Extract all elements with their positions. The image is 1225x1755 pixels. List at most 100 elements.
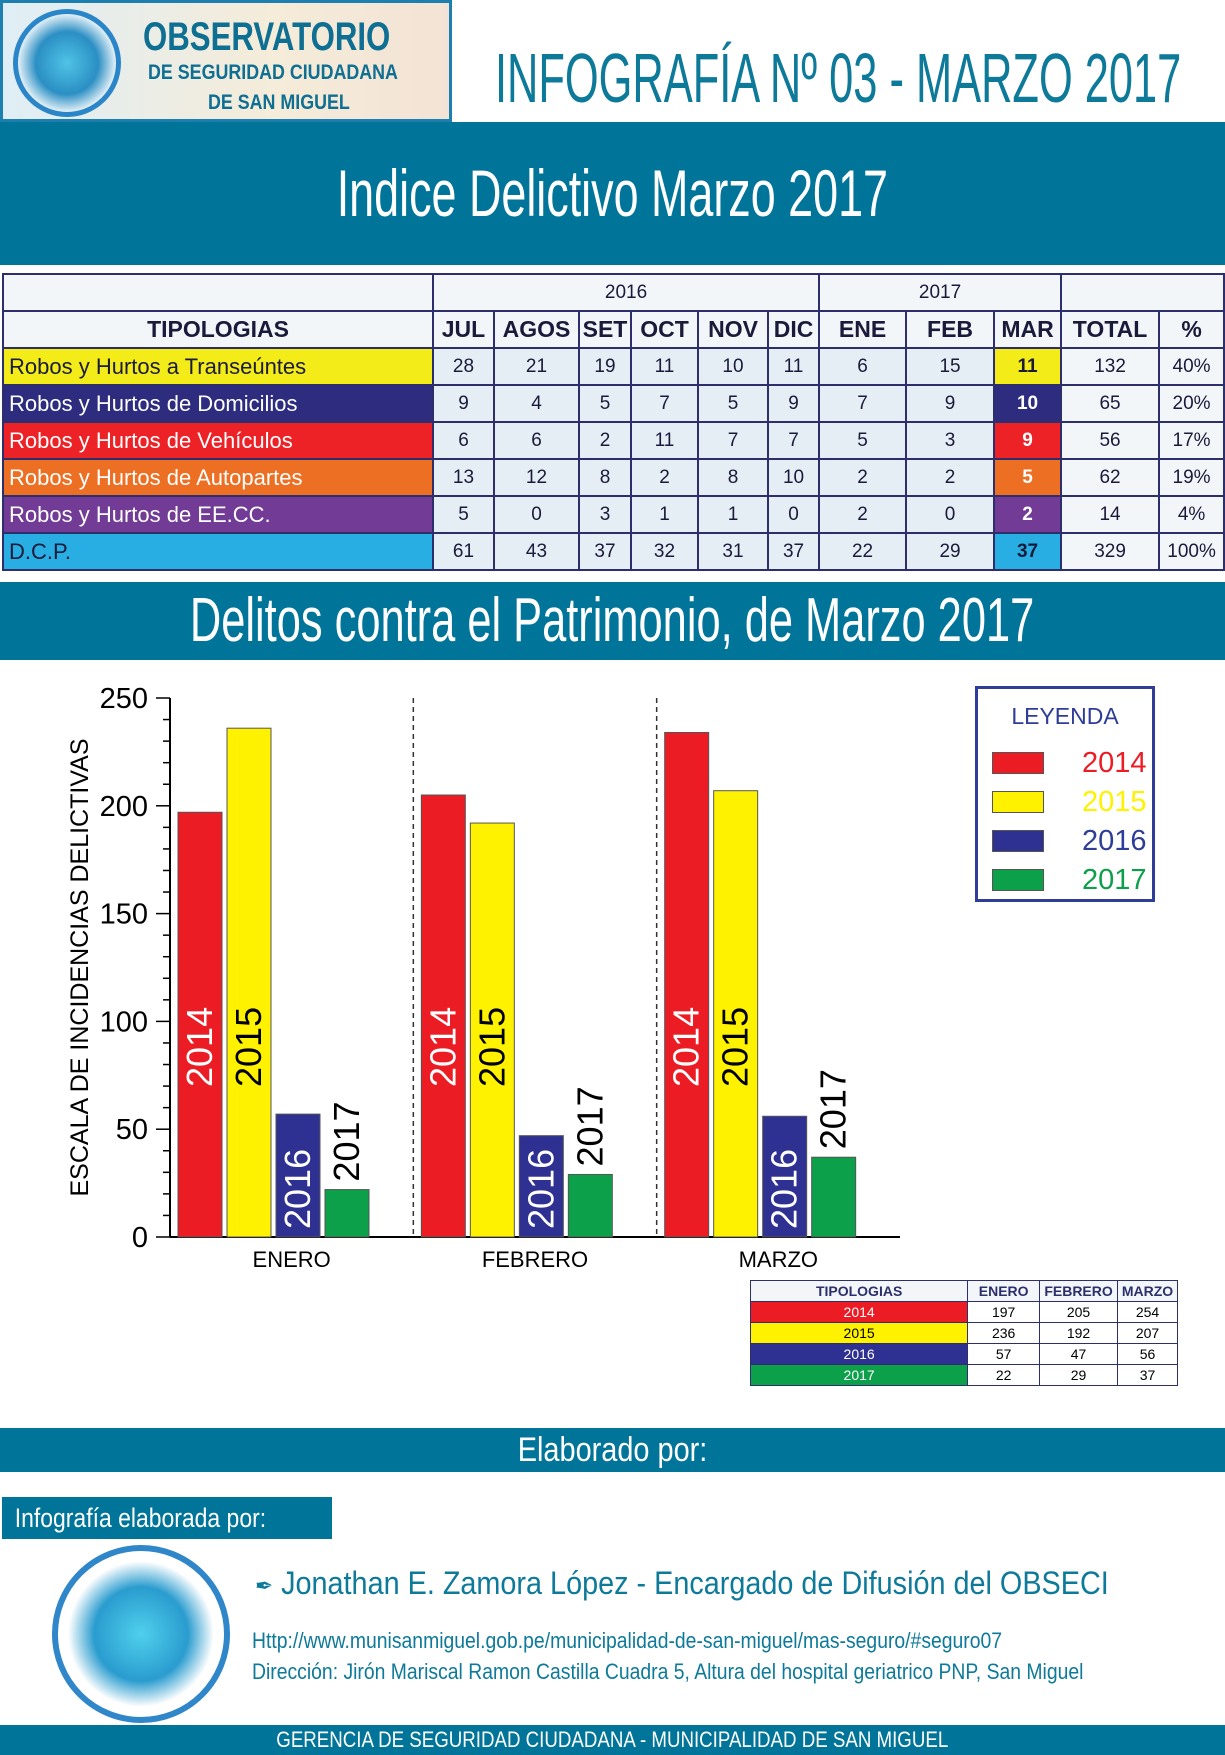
table-row: Robos y Hurtos de Domicilios 9 4 5 7 5 9 7 9 10 65… — [2, 384, 1225, 423]
table-cell: 15 — [905, 347, 996, 386]
table-cell: 20% — [1158, 384, 1225, 423]
bar-2016-marzo — [762, 1115, 808, 1238]
table-cell: 11 — [630, 421, 699, 460]
observatorio-logo: OBSERVATORIO DE SEGURIDAD CIUDADANA DE S… — [0, 0, 452, 122]
column-header: DIC — [766, 310, 821, 349]
table-cell: 43 — [493, 532, 580, 571]
table-cell: 7 — [697, 421, 769, 460]
table-cell: 10 — [697, 347, 769, 386]
column-header: TIPOLOGIAS — [749, 1280, 969, 1302]
table-row: D.C.P. 61 43 37 32 31 37 22 29 37 329 100% — [2, 532, 1225, 571]
table-cell: 40% — [1158, 347, 1225, 386]
year-header-2016: 2016 — [431, 273, 821, 312]
legend-swatch — [992, 752, 1044, 774]
bar-data-label: 2014 — [179, 1007, 220, 1087]
table-cell: 61 — [432, 532, 495, 571]
summary-table: TIPOLOGIAS ENERO FEBRERO MARZO 2014 197 205 25… — [749, 1280, 1178, 1386]
bar-data-label: 2016 — [764, 1149, 805, 1229]
author-line: ✒ Jonathan E. Zamora López - Encargado d… — [255, 1565, 1109, 1602]
table-cell: 132 — [1060, 347, 1161, 386]
y-tick-label: 250 — [100, 683, 148, 715]
y-tick-label: 50 — [116, 1114, 148, 1146]
table-cell: 7 — [630, 384, 699, 423]
bar-2015-enero — [226, 727, 272, 1238]
y-tick-label: 200 — [100, 791, 148, 823]
y-tick-label: 0 — [132, 1222, 148, 1254]
table-cell: 65 — [1060, 384, 1161, 423]
section-banner-patrimonio: Delitos contra el Patrimonio, de Marzo 2… — [0, 582, 1225, 660]
bar-2016-enero — [275, 1113, 321, 1238]
column-header: MARZO — [1117, 1280, 1178, 1302]
website-link[interactable]: Http://www.munisanmiguel.gob.pe/municipa… — [252, 1628, 1003, 1653]
table-cell: 5 — [993, 458, 1063, 497]
table-cell: 197 — [967, 1301, 1041, 1323]
table-cell: 1 — [697, 495, 769, 534]
table-cell: 8 — [578, 458, 632, 497]
bar-2017-enero — [324, 1189, 370, 1238]
y-tick-label: 100 — [100, 1006, 148, 1038]
table-cell: 207 — [1117, 1322, 1178, 1344]
table-cell: 11 — [993, 347, 1063, 386]
column-header: FEBRERO — [1039, 1280, 1119, 1302]
table-cell: 3 — [905, 421, 996, 460]
table-cell: 19% — [1158, 458, 1225, 497]
table-cell: 31 — [697, 532, 769, 571]
table-cell: 11 — [766, 347, 821, 386]
bar-2015-febrero — [469, 822, 515, 1238]
table-cell: 21 — [493, 347, 580, 386]
table-cell: 37 — [578, 532, 632, 571]
table-cell: 57 — [967, 1343, 1041, 1365]
table-row: Robos y Hurtos de EE.CC. 5 0 3 1 1 0 2 0 2 14 4% — [2, 495, 1225, 534]
table-cell: 0 — [493, 495, 580, 534]
table-row: 2016 57 47 56 — [749, 1343, 1178, 1365]
table-cell: 2 — [818, 458, 908, 497]
row-label: D.C.P. — [2, 532, 434, 571]
table-cell: 10 — [766, 458, 821, 497]
footer-text: GERENCIA DE SEGURIDAD CIUDADANA - MUNICI… — [276, 1727, 949, 1752]
table-cell: 3 — [578, 495, 632, 534]
table-cell: 254 — [1117, 1301, 1178, 1323]
bar-2014-marzo — [664, 731, 710, 1238]
year-header-2017: 2017 — [818, 273, 1063, 312]
elaborado-title: Elaborado por: — [517, 1431, 708, 1469]
column-header: TIPOLOGIAS — [2, 310, 434, 349]
bar-data-label: 2015 — [228, 1007, 269, 1087]
table-row: Robos y Hurtos a Transeúntes 28 21 19 11 10 11… — [2, 347, 1225, 386]
table-cell: 6 — [493, 421, 580, 460]
legend-label: 2016 — [1082, 825, 1147, 857]
bar-data-label: 2016 — [277, 1149, 318, 1229]
column-header: TOTAL — [1060, 310, 1161, 349]
table-cell: 17% — [1158, 421, 1225, 460]
elaborado-banner: Elaborado por: — [0, 1428, 1225, 1472]
table-cell: 6 — [818, 347, 908, 386]
column-header: SET — [578, 310, 632, 349]
table-row: 2017 22 29 37 — [749, 1364, 1178, 1386]
bar-data-label: 2017 — [326, 1101, 367, 1181]
table-row: 2015 236 192 207 — [749, 1322, 1178, 1344]
bar-data-label: 2014 — [666, 1007, 707, 1087]
footer-bar: GERENCIA DE SEGURIDAD CIUDADANA - MUNICI… — [0, 1725, 1225, 1755]
bar-2017-marzo — [811, 1156, 857, 1238]
y-axis-label: ESCALA DE INCIDENCIAS DELICTIVAS — [66, 739, 94, 1197]
table-cell: 22 — [967, 1364, 1041, 1386]
table-cell: 5 — [697, 384, 769, 423]
table-cell: 9 — [905, 384, 996, 423]
table-cell: 37 — [1117, 1364, 1178, 1386]
table-cell: 1 — [630, 495, 699, 534]
bar-data-label: 2016 — [520, 1149, 561, 1229]
bar-data-label: 2017 — [813, 1069, 854, 1149]
column-header: JUL — [432, 310, 495, 349]
table-cell: 2 — [578, 421, 632, 460]
x-category-label: ENERO — [253, 1247, 331, 1272]
infographic-title: INFOGRAFÍA Nº 03 - MARZO 2017 — [495, 39, 1182, 117]
row-label: 2014 — [749, 1301, 969, 1323]
byline-label-box: Infografía elaborada por: — [2, 1497, 332, 1539]
bar-data-label: 2015 — [715, 1007, 756, 1087]
logo-line1: OBSERVATORIO — [143, 15, 391, 59]
table-cell: 4% — [1158, 495, 1225, 534]
table-cell: 12 — [493, 458, 580, 497]
row-label: Robos y Hurtos de Autopartes — [2, 458, 434, 497]
table-cell: 13 — [432, 458, 495, 497]
table-cell: 19 — [578, 347, 632, 386]
